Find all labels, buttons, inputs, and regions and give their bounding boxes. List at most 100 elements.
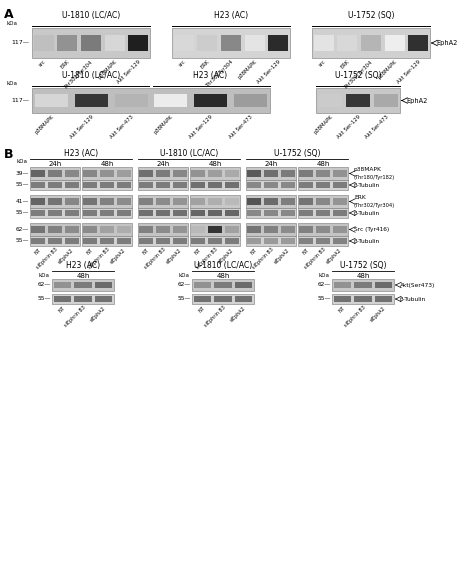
Bar: [31, 182, 46, 188]
Text: 55—: 55—: [178, 297, 191, 302]
Bar: [138, 180, 188, 190]
Text: H23 (AC): H23 (AC): [66, 261, 100, 270]
Text: H23 (AC): H23 (AC): [193, 71, 228, 80]
Bar: [138, 195, 188, 208]
Bar: [225, 182, 239, 188]
Bar: [312, 28, 430, 58]
Bar: [333, 239, 346, 244]
Bar: [100, 226, 114, 233]
Bar: [247, 239, 261, 244]
Bar: [117, 182, 131, 188]
Text: NT: NT: [301, 247, 310, 255]
Bar: [298, 167, 348, 180]
Text: siEphA2: siEphA2: [230, 305, 247, 322]
Text: siEphA2: siEphA2: [90, 305, 107, 322]
Text: 48h: 48h: [316, 161, 330, 167]
Bar: [268, 35, 288, 51]
Text: siEphrin B3: siEphrin B3: [203, 305, 227, 328]
Bar: [64, 198, 79, 205]
Bar: [333, 210, 346, 216]
Bar: [117, 239, 131, 244]
Bar: [225, 198, 239, 205]
Bar: [57, 35, 77, 51]
Bar: [82, 167, 132, 180]
Bar: [173, 182, 187, 188]
Bar: [198, 35, 217, 51]
Bar: [31, 226, 46, 233]
Bar: [173, 198, 187, 205]
Bar: [214, 282, 232, 288]
Bar: [173, 226, 187, 233]
Text: p38MAPK: p38MAPK: [154, 114, 174, 135]
Text: U-1752 (SQ): U-1752 (SQ): [340, 261, 386, 270]
Bar: [52, 294, 114, 304]
Bar: [316, 210, 330, 216]
Bar: [246, 236, 296, 246]
Text: siEphA2: siEphA2: [109, 247, 127, 264]
Text: kDa: kDa: [39, 273, 50, 278]
Text: NT: NT: [249, 247, 258, 255]
Text: Src (Tyr416): Src (Tyr416): [354, 227, 389, 232]
Bar: [264, 226, 278, 233]
Bar: [117, 198, 131, 205]
Bar: [355, 282, 372, 288]
Text: NT: NT: [198, 305, 206, 314]
Bar: [64, 226, 79, 233]
Bar: [191, 182, 205, 188]
Text: p38MAPK: p38MAPK: [35, 114, 55, 135]
Bar: [31, 210, 46, 216]
Bar: [54, 282, 71, 288]
Bar: [346, 94, 370, 107]
Text: Akt Ser-473: Akt Ser-473: [228, 114, 254, 139]
Bar: [31, 170, 46, 177]
Text: 55—: 55—: [37, 297, 51, 302]
Text: U-1752 (SQ): U-1752 (SQ): [274, 149, 320, 158]
Bar: [95, 297, 112, 302]
Bar: [208, 170, 222, 177]
Bar: [300, 198, 313, 205]
Text: Akt Ser-129: Akt Ser-129: [189, 114, 214, 139]
Bar: [314, 35, 334, 51]
Text: kDa: kDa: [7, 21, 18, 26]
Text: 55—: 55—: [318, 297, 331, 302]
Text: Akt Ser-129: Akt Ser-129: [336, 114, 362, 139]
Text: Akt Ser-129: Akt Ser-129: [396, 59, 422, 84]
Text: 55—: 55—: [16, 182, 29, 188]
Bar: [298, 236, 348, 246]
Bar: [332, 294, 394, 304]
Bar: [318, 94, 342, 107]
Bar: [375, 297, 392, 302]
Text: Thr302/Tyr304: Thr302/Tyr304: [64, 59, 94, 90]
Bar: [191, 170, 205, 177]
Bar: [246, 195, 296, 208]
Bar: [225, 239, 239, 244]
Text: ERK: ERK: [60, 59, 71, 70]
Bar: [192, 294, 254, 304]
Bar: [35, 94, 69, 107]
Bar: [332, 279, 394, 291]
Bar: [408, 35, 428, 51]
Text: Thr302/Tyr304: Thr302/Tyr304: [344, 59, 374, 90]
Bar: [246, 167, 296, 180]
Bar: [31, 198, 46, 205]
Text: p38MAPK: p38MAPK: [354, 167, 382, 172]
Bar: [156, 226, 170, 233]
Text: siEphrin B3: siEphrin B3: [35, 247, 58, 270]
Text: Akt Ser-473: Akt Ser-473: [109, 114, 135, 139]
Text: U-1810 (LC/AC): U-1810 (LC/AC): [62, 11, 120, 20]
Text: β-Tubulin: β-Tubulin: [354, 210, 380, 216]
Bar: [208, 210, 222, 216]
Bar: [100, 239, 114, 244]
Bar: [264, 210, 278, 216]
Bar: [30, 195, 80, 208]
Text: Akt Ser-129: Akt Ser-129: [116, 59, 142, 84]
Bar: [173, 170, 187, 177]
Text: β-Tubulin: β-Tubulin: [400, 297, 426, 302]
Text: U-1810 (LC/AC): U-1810 (LC/AC): [160, 149, 218, 158]
Text: Akt Ser-473: Akt Ser-473: [364, 114, 390, 139]
Bar: [281, 182, 295, 188]
Bar: [156, 182, 170, 188]
Bar: [83, 226, 97, 233]
Bar: [194, 297, 211, 302]
Bar: [316, 239, 330, 244]
